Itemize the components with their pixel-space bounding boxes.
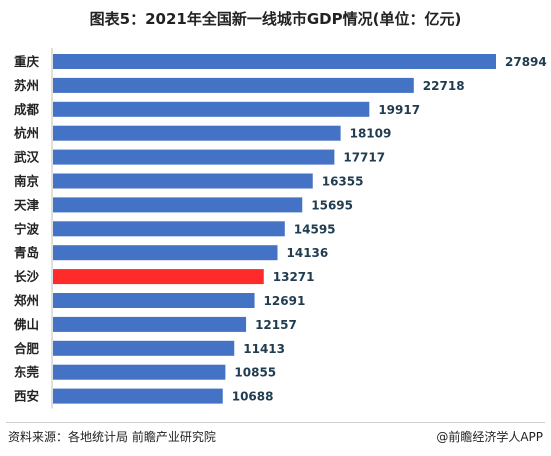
category-label: 西安 — [14, 389, 39, 404]
data-label: 17717 — [343, 151, 385, 165]
data-label: 12157 — [255, 318, 297, 332]
data-label: 22718 — [423, 79, 465, 93]
bar-chart: 重庆 27894 苏州 22718 成都 19917 杭州 18109 武汉 17717 南京 163… — [13, 48, 547, 409]
bar — [53, 101, 370, 117]
footer-divider — [6, 422, 545, 423]
data-label: 13271 — [273, 270, 315, 284]
bar — [53, 364, 226, 380]
category-label: 南京 — [14, 174, 40, 189]
category-label: 郑州 — [14, 293, 39, 308]
data-label: 19917 — [378, 103, 420, 117]
data-label: 27894 — [505, 55, 547, 69]
data-label: 10688 — [232, 390, 274, 404]
chart-title: 图表5：2021年全国新一线城市GDP情况(单位：亿元) — [89, 10, 462, 28]
category-label: 东莞 — [14, 365, 40, 380]
category-label: 苏州 — [14, 78, 39, 93]
bar — [53, 221, 285, 237]
bar — [53, 293, 255, 308]
category-label: 杭州 — [14, 126, 39, 141]
bar — [53, 149, 335, 165]
category-label: 成都 — [14, 102, 40, 117]
bar — [53, 245, 278, 261]
category-label: 佛山 — [13, 317, 39, 332]
data-label: 12691 — [264, 294, 306, 308]
category-label: 宁波 — [14, 221, 40, 236]
data-label: 11413 — [243, 342, 285, 356]
bar — [53, 316, 247, 332]
bar — [53, 269, 264, 285]
data-label: 18109 — [350, 127, 392, 141]
brand-credit: @前瞻经济学人APP — [436, 430, 543, 444]
bar — [53, 54, 496, 69]
source-note: 资料来源：各地统计局 前瞻产业研究院 — [8, 430, 216, 444]
category-label: 合肥 — [14, 341, 40, 356]
data-label: 14136 — [287, 246, 329, 260]
category-label: 青岛 — [14, 245, 39, 260]
data-label: 15695 — [311, 198, 353, 212]
bar — [53, 388, 223, 404]
bar — [53, 77, 414, 93]
bar — [53, 125, 341, 141]
data-label: 10855 — [234, 366, 276, 380]
data-label: 16355 — [322, 175, 364, 189]
bar — [53, 173, 313, 189]
category-label: 武汉 — [14, 150, 40, 165]
data-label: 14595 — [294, 222, 336, 236]
bar — [53, 340, 235, 356]
category-label: 天津 — [14, 197, 40, 212]
category-label: 重庆 — [14, 54, 40, 69]
category-label: 长沙 — [14, 269, 40, 284]
bar — [53, 197, 303, 213]
